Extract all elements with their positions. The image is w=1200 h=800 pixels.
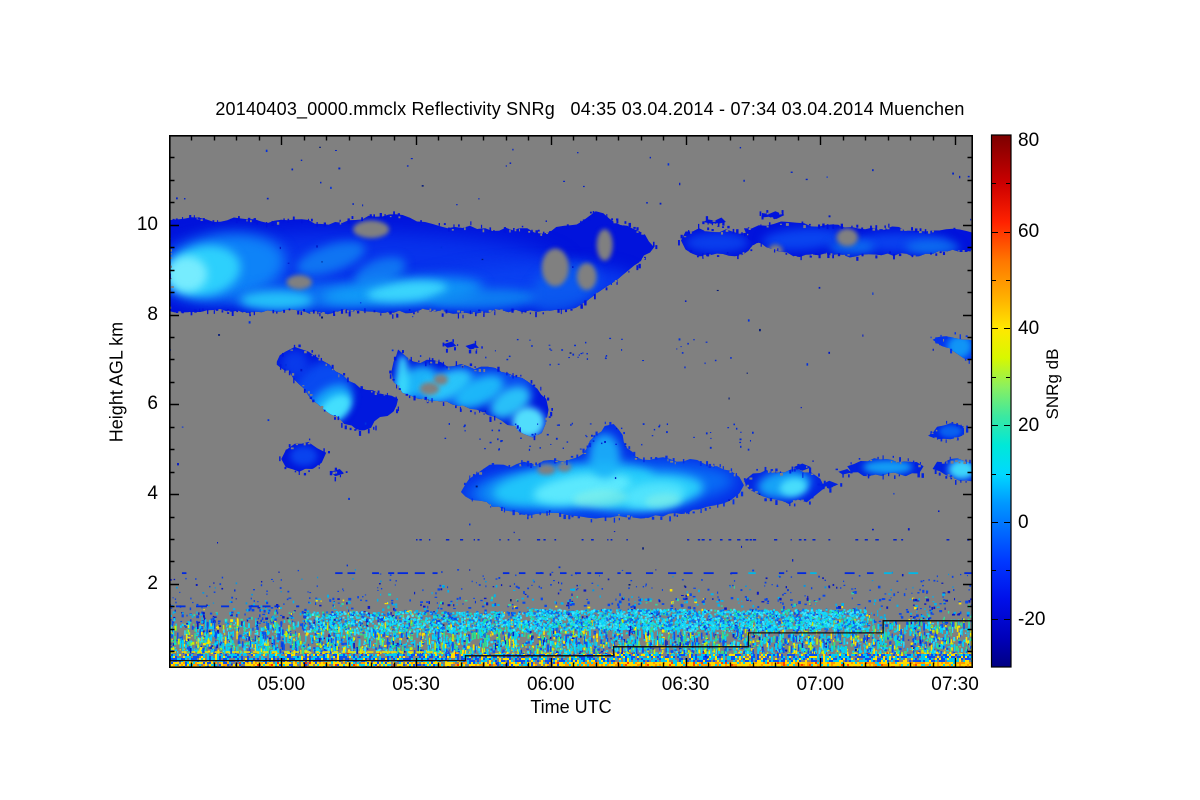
x-tick-label: 06:30 (661, 674, 710, 695)
colorbar-tick-label: 20 (1018, 414, 1040, 436)
x-tick-label: 06:00 (527, 674, 575, 695)
colorbar-tick-label: 60 (1018, 220, 1040, 242)
x-tick-label: 05:30 (392, 674, 440, 695)
reflectivity-heatmap-canvas (169, 135, 973, 668)
x-tick-label: 07:00 (796, 674, 845, 695)
y-tick-label: 6 (147, 393, 158, 415)
colorbar-tick-label: 0 (1018, 511, 1029, 533)
plot-title: 20140403_0000.mmclx Reflectivity SNRg 04… (215, 99, 965, 119)
colorbar-tick-label: 40 (1018, 317, 1040, 339)
y-tick-label: 10 (136, 213, 158, 235)
x-axis-label: Time UTC (530, 697, 612, 717)
y-tick-label: 8 (147, 303, 158, 325)
colorbar-tick-label: -20 (1018, 608, 1046, 630)
colorbar-canvas (988, 134, 1014, 668)
x-tick-label: 05:00 (257, 674, 306, 695)
y-tick-label: 4 (147, 483, 158, 505)
y-tick-label: 2 (147, 572, 158, 594)
x-tick-label: 07:30 (931, 674, 979, 695)
colorbar-tick-label: 80 (1018, 130, 1040, 151)
